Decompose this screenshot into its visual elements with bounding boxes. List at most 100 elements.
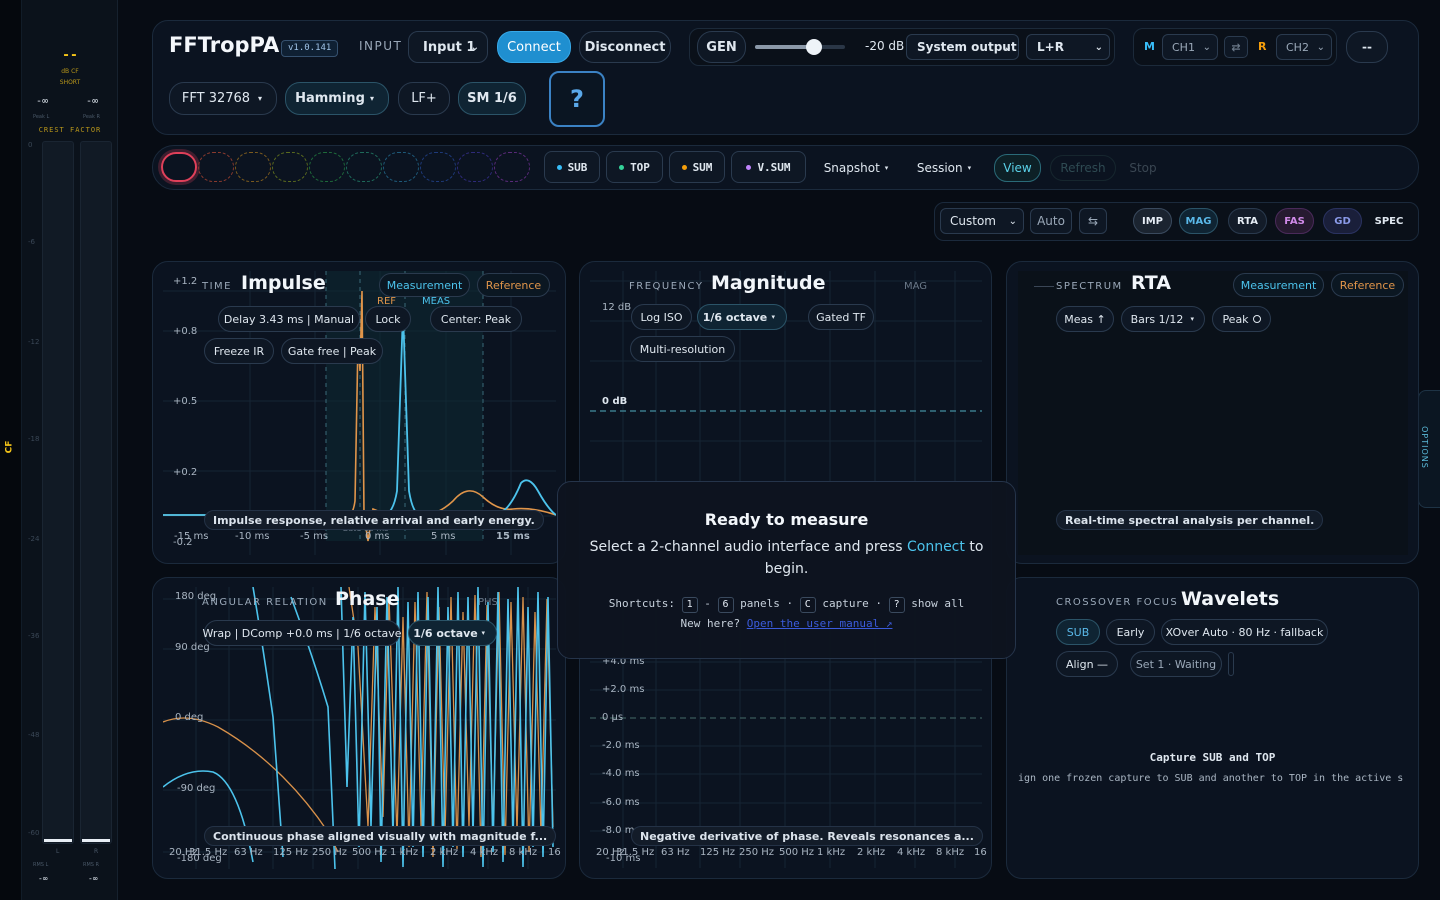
- dialog-title: Ready to measure: [704, 510, 869, 529]
- view-tab-rta[interactable]: RTA: [1228, 208, 1267, 234]
- magnitude-octave-select[interactable]: 1/6 octave ▾: [697, 304, 787, 330]
- wavelets-xover-button[interactable]: XOver Auto · 80 Hz · fallback: [1161, 619, 1328, 645]
- wavelets-align-button[interactable]: Align —: [1056, 651, 1118, 677]
- impulse-lock-button[interactable]: Lock: [365, 306, 411, 332]
- wavelets-title: Wavelets: [1181, 588, 1280, 610]
- capture-slot[interactable]: [309, 152, 345, 182]
- magnitude-title: Magnitude: [711, 272, 826, 294]
- wavelets-sub-button[interactable]: SUB: [1056, 619, 1100, 645]
- meter-tick: -60: [28, 829, 40, 837]
- phase-x-tick: 8 kHz: [509, 847, 538, 858]
- gen-slider-knob[interactable]: [805, 39, 822, 55]
- capture-slot[interactable]: [346, 152, 382, 182]
- view-button[interactable]: View: [994, 154, 1041, 182]
- wavelets-early-button[interactable]: Early: [1106, 619, 1155, 645]
- cf-side-tab[interactable]: CF: [4, 440, 15, 454]
- phase-wrap-button[interactable]: Wrap | DComp +0.0 ms | 1/6 octave: [202, 620, 402, 646]
- more-button[interactable]: --: [1346, 31, 1388, 63]
- capture-slot[interactable]: [457, 152, 493, 182]
- impulse-gate-button[interactable]: Gate free | Peak: [281, 338, 383, 364]
- view-tab-gd[interactable]: GD: [1323, 208, 1362, 234]
- input-select[interactable]: Input 1 ⌄: [408, 31, 488, 63]
- gen-button[interactable]: GEN: [697, 31, 746, 63]
- trace-chip-sum[interactable]: SUM: [669, 151, 725, 183]
- help-button[interactable]: ?: [549, 71, 605, 127]
- magnitude-plot[interactable]: [590, 271, 982, 481]
- freeze-ir-button[interactable]: Freeze IR: [204, 338, 274, 364]
- gated-tf-button[interactable]: Gated TF: [808, 304, 874, 330]
- caret-down-icon: ▾: [967, 164, 972, 172]
- wavelets-section-label: CROSSOVER FOCUS: [1056, 597, 1179, 608]
- channel-r-label: R: [94, 848, 99, 855]
- view-tab-imp[interactable]: IMP: [1133, 208, 1172, 234]
- impulse-x-tick: 15 ms: [496, 531, 530, 542]
- magnitude-octave-value: 1/6 octave: [702, 310, 768, 324]
- meter-tick: -24: [28, 535, 40, 543]
- fft-size-select[interactable]: FFT 32768 ▾: [169, 82, 277, 115]
- output-select[interactable]: System output ⌄: [906, 34, 1019, 60]
- trace-chip-sub[interactable]: SUB: [544, 151, 600, 183]
- shortcut-capture: capture ·: [822, 597, 882, 610]
- rta-section-rule: [1034, 286, 1054, 287]
- rta-measurement-toggle[interactable]: Measurement: [1233, 273, 1324, 297]
- channel-select[interactable]: L+R ⌄: [1026, 34, 1110, 60]
- dialog-connect-link[interactable]: Connect: [906, 539, 965, 555]
- phase-octave-select[interactable]: 1/6 octave ▾: [408, 620, 497, 646]
- swap-layout-button[interactable]: ⇆: [1079, 208, 1107, 234]
- gen-slider-fill: [755, 45, 814, 49]
- rta-bars-select[interactable]: Bars 1/12 ▾: [1121, 306, 1205, 332]
- shortcut-show-all: show all: [911, 597, 965, 610]
- capture-slot[interactable]: [198, 152, 234, 182]
- options-side-tab[interactable]: OPTIONS: [1418, 390, 1440, 508]
- window-select[interactable]: Hamming ▾: [285, 82, 389, 115]
- view-tab-fas[interactable]: FAS: [1275, 208, 1314, 234]
- disconnect-button[interactable]: Disconnect: [579, 31, 671, 63]
- rta-meas-button[interactable]: Meas ↑: [1056, 306, 1114, 332]
- capture-slot[interactable]: [235, 152, 271, 182]
- m-channel-select[interactable]: CH1 ⌄: [1162, 34, 1218, 60]
- swap-channels-button[interactable]: ⇄: [1224, 36, 1248, 58]
- connect-button[interactable]: Connect: [497, 31, 571, 63]
- session-menu[interactable]: Session ▾: [905, 155, 983, 181]
- multi-resolution-button[interactable]: Multi-resolution: [630, 336, 735, 362]
- phase-x-tick: 2 kHz: [430, 847, 459, 858]
- capture-slot[interactable]: [383, 152, 419, 182]
- capture-slot[interactable]: [272, 152, 308, 182]
- rta-reference-toggle[interactable]: Reference: [1331, 273, 1404, 297]
- meter-bar-left: [42, 141, 74, 844]
- trace-chip-vsum[interactable]: V.SUM: [731, 151, 806, 183]
- capture-slot[interactable]: [494, 152, 530, 182]
- group-delay-y-tick: +4.0 ms: [602, 656, 645, 667]
- magnitude-tag: MAG: [904, 281, 928, 292]
- auto-button[interactable]: Auto: [1030, 208, 1072, 234]
- user-manual-link[interactable]: Open the user manual ↗: [746, 617, 893, 630]
- impulse-reference-toggle[interactable]: Reference: [477, 273, 550, 297]
- rta-peak-toggle[interactable]: Peak: [1212, 306, 1271, 332]
- meter-tick: -48: [28, 731, 40, 739]
- chevron-down-icon: ⌄: [1094, 41, 1103, 53]
- channel-l-label: L: [56, 848, 60, 855]
- impulse-delay-button[interactable]: Delay 3.43 ms | Manual: [218, 306, 360, 332]
- peak-l-value: -∞: [36, 96, 49, 107]
- session-label: Session: [916, 161, 963, 175]
- dialog-line-1: Select a 2-channel audio interface and p…: [558, 539, 1015, 555]
- trace-chip-top[interactable]: TOP: [606, 151, 663, 183]
- view-tab-mag[interactable]: MAG: [1179, 208, 1218, 234]
- lf-plus-button[interactable]: LF+: [398, 82, 450, 115]
- stop-button[interactable]: Stop: [1129, 161, 1157, 175]
- layout-preset-select[interactable]: Custom ⌄: [940, 208, 1024, 234]
- impulse-measurement-toggle[interactable]: Measurement: [379, 273, 470, 297]
- capture-slot[interactable]: [420, 152, 456, 182]
- shortcut-dash: -: [704, 597, 711, 610]
- refresh-button[interactable]: Refresh: [1050, 155, 1116, 181]
- r-channel-select[interactable]: CH2 ⌄: [1276, 34, 1332, 60]
- gen-level-slider[interactable]: [755, 39, 845, 55]
- log-iso-button[interactable]: Log ISO: [631, 304, 692, 330]
- snapshot-menu[interactable]: Snapshot ▾: [813, 155, 899, 181]
- dialog-new-here: New here? Open the user manual ↗: [558, 617, 1015, 630]
- capture-slot[interactable]: [161, 152, 197, 182]
- view-tab-spec[interactable]: SPEC: [1374, 215, 1404, 227]
- smoothing-button[interactable]: SM 1/6: [458, 82, 526, 115]
- chevron-down-icon: ⌄: [470, 41, 479, 53]
- impulse-center-button[interactable]: Center: Peak: [430, 306, 522, 332]
